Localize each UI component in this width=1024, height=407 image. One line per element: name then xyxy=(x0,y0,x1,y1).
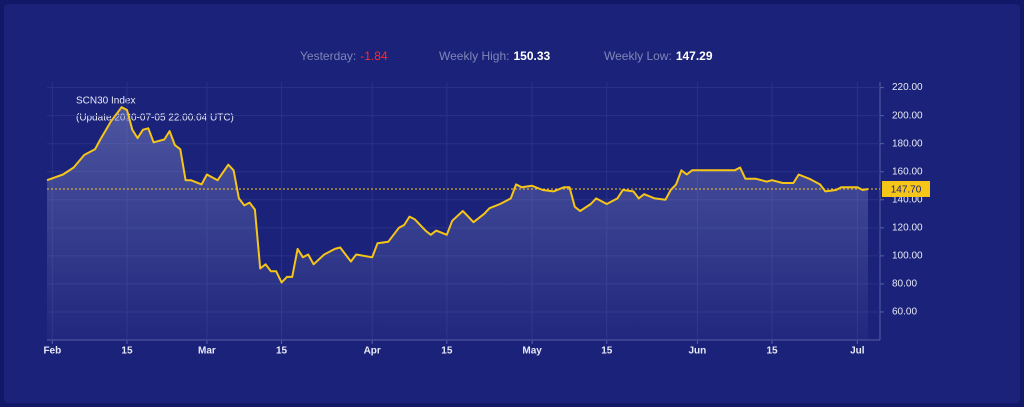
stat-value: 150.33 xyxy=(513,49,550,63)
chart-title: SCN30 Index xyxy=(76,96,135,107)
y-tick-label: 200.00 xyxy=(892,110,923,121)
x-tick-label: 15 xyxy=(441,346,453,357)
stat-value: 147.29 xyxy=(676,49,713,63)
x-tick-label: Mar xyxy=(198,346,216,357)
stat: Yesterday: -1.84 xyxy=(300,49,388,63)
x-tick-label: 15 xyxy=(766,346,778,357)
x-tick-label: 15 xyxy=(121,346,133,357)
y-tick-label: 160.00 xyxy=(892,166,923,177)
current-label: 147.70 xyxy=(891,185,922,196)
y-tick-label: 60.00 xyxy=(892,307,917,318)
stat-label: Weekly High: xyxy=(439,49,509,63)
line xyxy=(46,106,869,284)
x-tick-label: Jun xyxy=(689,346,707,357)
stat: Weekly Low: 147.29 xyxy=(604,49,713,63)
stat-label: Yesterday: xyxy=(300,49,356,63)
y-tick-label: 100.00 xyxy=(892,251,923,262)
chart-subtitle: (Update 2020-07-05 22:00:04 UTC) xyxy=(76,113,234,124)
x-tick-label: 15 xyxy=(601,346,613,357)
x-tick-label: May xyxy=(522,346,542,357)
current-box xyxy=(882,180,930,197)
x-tick-label: Feb xyxy=(43,346,61,357)
y-tick-label: 140.00 xyxy=(892,194,923,205)
y-tick-label: 180.00 xyxy=(892,138,923,149)
stat-label: Weekly Low: xyxy=(604,49,672,63)
y-tick-label: 80.00 xyxy=(892,279,917,290)
x-tick-label: 15 xyxy=(276,346,288,357)
y-tick-label: 120.00 xyxy=(892,222,923,233)
stat-value: -1.84 xyxy=(360,49,388,63)
stat: Weekly High: 150.33 xyxy=(439,49,551,63)
x-tick-label: Jul xyxy=(850,346,865,357)
area xyxy=(47,107,868,340)
x-tick-label: Apr xyxy=(364,346,381,357)
y-tick-label: 220.00 xyxy=(892,82,923,93)
